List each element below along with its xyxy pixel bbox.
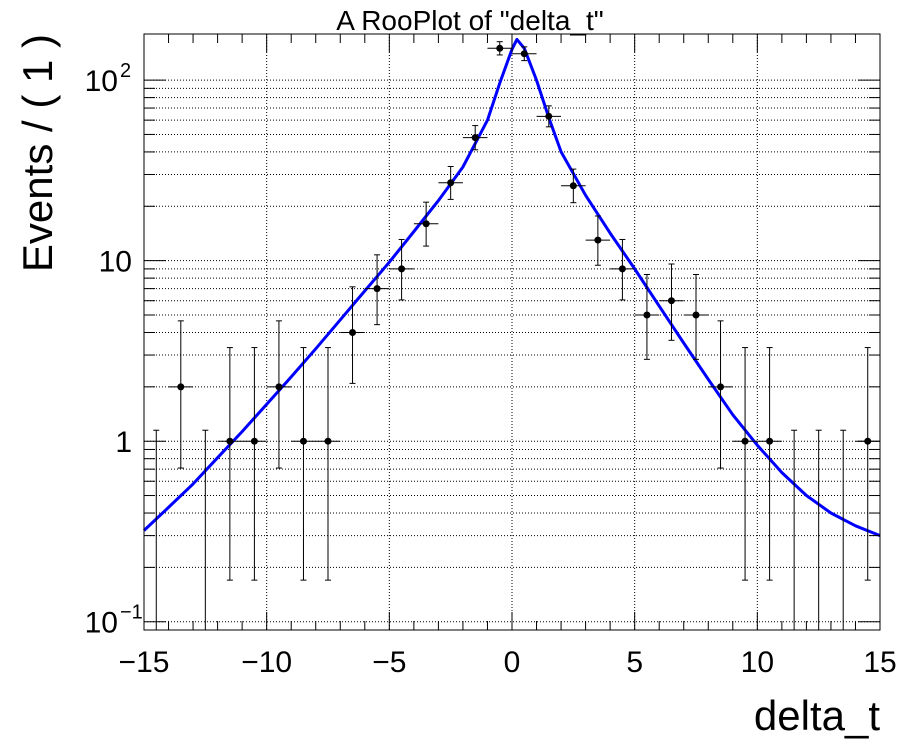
data-point bbox=[791, 429, 798, 630]
y-tick-exponent: −1 bbox=[120, 602, 143, 624]
data-marker bbox=[250, 437, 258, 445]
y-tick-exponent: 2 bbox=[120, 60, 131, 82]
data-marker bbox=[226, 437, 234, 445]
data-point bbox=[561, 168, 586, 204]
data-point bbox=[585, 215, 611, 266]
data-point bbox=[840, 429, 847, 630]
data-point bbox=[815, 429, 822, 630]
data-point bbox=[512, 46, 537, 62]
chart-title: A RooPlot of "delta_t" bbox=[336, 5, 603, 36]
data-point bbox=[683, 273, 709, 360]
y-axis-label: Events / ( 1 ) bbox=[14, 34, 61, 272]
data-point bbox=[217, 347, 243, 581]
y-tick-label: 10 bbox=[85, 65, 118, 98]
data-marker bbox=[766, 437, 774, 445]
data-point bbox=[202, 429, 209, 630]
data-marker bbox=[471, 134, 479, 142]
grid-layer bbox=[144, 34, 880, 631]
data-marker bbox=[692, 311, 700, 319]
x-tick-label: 15 bbox=[863, 646, 896, 679]
data-marker bbox=[667, 297, 675, 305]
data-marker bbox=[545, 112, 553, 120]
ticks-layer bbox=[143, 34, 881, 631]
fit-curve bbox=[142, 37, 881, 537]
data-point bbox=[389, 238, 414, 301]
data-point bbox=[153, 429, 160, 630]
data-point bbox=[610, 238, 635, 301]
data-marker bbox=[299, 437, 307, 445]
data-point bbox=[659, 263, 684, 341]
points-layer bbox=[153, 41, 880, 630]
data-marker bbox=[373, 285, 381, 293]
data-point bbox=[462, 125, 488, 151]
x-tick-label: −15 bbox=[119, 646, 170, 679]
data-marker bbox=[324, 437, 332, 445]
data-point bbox=[634, 273, 660, 360]
data-point bbox=[757, 347, 782, 581]
y-tick-label: 10 bbox=[85, 607, 118, 640]
y-tick-label: 1 bbox=[115, 426, 132, 459]
x-axis-label: delta_t bbox=[754, 692, 880, 739]
data-point bbox=[291, 347, 316, 581]
data-point bbox=[340, 286, 365, 384]
curve-layer bbox=[142, 37, 881, 537]
data-point bbox=[732, 347, 758, 581]
x-tick-label: 10 bbox=[741, 646, 774, 679]
y-tick-label: 10 bbox=[99, 246, 132, 279]
data-marker bbox=[496, 44, 504, 52]
data-marker bbox=[618, 265, 626, 273]
data-point bbox=[168, 320, 194, 469]
data-marker bbox=[520, 50, 528, 58]
data-marker bbox=[177, 383, 185, 391]
x-tick-label: −10 bbox=[241, 646, 292, 679]
data-marker bbox=[569, 182, 577, 190]
data-marker bbox=[594, 236, 602, 244]
data-marker bbox=[422, 220, 430, 228]
data-point bbox=[487, 41, 512, 56]
x-tick-labels: −15 −10 −5 0 5 10 15 bbox=[119, 646, 897, 679]
x-tick-label: 0 bbox=[504, 646, 521, 679]
data-marker bbox=[349, 328, 357, 336]
data-marker bbox=[643, 311, 651, 319]
data-marker bbox=[717, 383, 725, 391]
data-point bbox=[438, 165, 463, 200]
data-point bbox=[855, 347, 880, 581]
data-marker bbox=[398, 265, 406, 273]
data-marker bbox=[741, 437, 749, 445]
data-point bbox=[708, 320, 733, 469]
data-point bbox=[242, 347, 267, 581]
data-point bbox=[266, 320, 292, 469]
data-point bbox=[364, 254, 390, 326]
data-point bbox=[413, 201, 439, 247]
data-marker bbox=[447, 179, 455, 187]
data-point bbox=[315, 347, 341, 581]
x-tick-label: −5 bbox=[372, 646, 406, 679]
data-point bbox=[536, 105, 562, 128]
data-marker bbox=[275, 383, 283, 391]
x-tick-label: 5 bbox=[626, 646, 643, 679]
